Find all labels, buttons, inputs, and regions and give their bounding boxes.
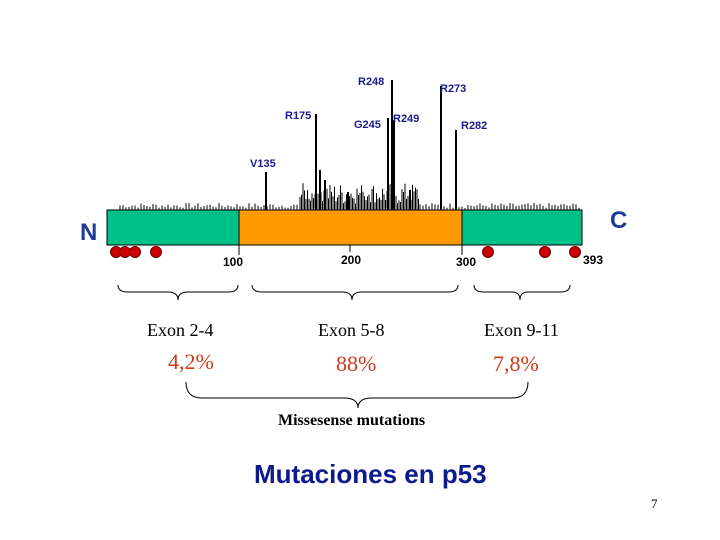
domain-n-terminal: [106, 209, 240, 246]
brace-exon-5-8: [251, 284, 459, 301]
mutation-spikes: [119, 80, 580, 210]
brace-missense: [185, 381, 529, 409]
hotspot-label-r249: R249: [393, 113, 420, 125]
exon-label-2-4: Exon 2-4: [147, 320, 214, 340]
exon-percent-9-11: 7,8%: [493, 351, 539, 376]
exon-label-5-8: Exon 5-8: [318, 320, 385, 340]
tick-label-100: 100: [223, 255, 244, 269]
n-terminus-label: N: [80, 219, 98, 246]
hotspot-label-r175: R175: [285, 110, 312, 122]
mutation-dots: [110, 246, 581, 258]
domain-c-terminal: [461, 209, 583, 246]
exon-braces: [117, 284, 571, 409]
c-terminus-label: C: [610, 207, 628, 234]
mutation-dot: [150, 246, 162, 258]
hotspot-label-r248: R248: [358, 76, 385, 88]
exon-label-9-11: Exon 9-11: [484, 320, 559, 340]
domain-central: [238, 209, 463, 246]
tick-label-200: 200: [341, 253, 362, 267]
brace-exon-9-11: [473, 284, 571, 301]
tick-marks: [238, 245, 463, 255]
slide-title: Mutaciones en p53: [254, 459, 487, 489]
exon-percent-5-8: 88%: [336, 351, 377, 376]
mutation-dot: [129, 246, 141, 258]
missense-mutations-label: Missesense mutations: [278, 412, 426, 429]
brace-exon-2-4: [117, 284, 239, 301]
hotspot-label-r273: R273: [440, 83, 467, 95]
hotspot-label-g245: G245: [354, 119, 381, 131]
hotspot-label-r282: R282: [461, 120, 488, 132]
tick-label-393: 393: [583, 253, 604, 267]
page-number: 7: [651, 496, 658, 511]
tick-label-300: 300: [456, 255, 477, 269]
mutation-dot: [569, 246, 581, 258]
hotspot-label-v135: V135: [250, 158, 276, 170]
mutation-dot: [482, 246, 494, 258]
exon-percent-2-4: 4,2%: [168, 349, 214, 374]
mutation-dot: [539, 246, 551, 258]
mutation-dot: [119, 246, 131, 258]
